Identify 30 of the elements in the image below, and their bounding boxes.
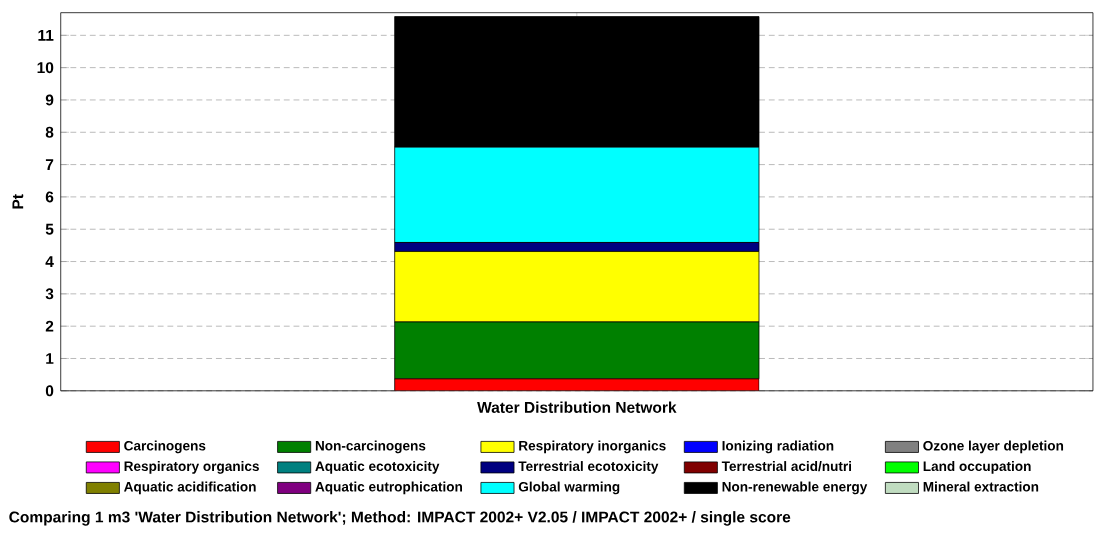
legend-label: Global warming: [518, 481, 620, 495]
y-tick-label: 9: [45, 94, 54, 106]
legend-label: Respiratory organics: [124, 461, 259, 474]
y-tick-label: 5: [45, 223, 54, 235]
text: Comparing 1 m3 'Water Distribution Network'; Method: IMPACT 2002+ V2.05 / IMPACT 2002+ / single score: [9, 511, 791, 526]
legend-label: Ozone layer depletion: [923, 440, 1064, 454]
y-tick-label: 7: [45, 159, 54, 171]
legend-label: Non-carcinogens: [315, 440, 426, 454]
x-tick-label: Water Distribution Network: [477, 401, 677, 414]
legend-label: Terrestrial ecotoxicity: [518, 461, 659, 474]
y-tick-label: 0: [45, 385, 54, 397]
legend-label: Aquatic ecotoxicity: [315, 461, 440, 474]
legend-label: Ionizing radiation: [722, 440, 834, 454]
y-tick-label: 11: [38, 30, 54, 41]
y-tick-label: 8: [45, 126, 54, 138]
y-tick-label: 2: [45, 320, 54, 332]
legend-label: Aquatic acidification: [124, 481, 256, 495]
y-tick-label: 3: [45, 288, 54, 300]
legend-label: Mineral extraction: [923, 481, 1039, 492]
y-axis-title: Pt: [12, 194, 24, 209]
y-tick-label: 10: [37, 62, 54, 74]
y-tick-label: 1: [46, 353, 54, 364]
y-tick-label: 6: [45, 191, 54, 203]
legend-label: Terrestrial acid/nutri: [721, 461, 851, 472]
y-tick-label: 4: [45, 256, 54, 267]
legend-label: Land occupation: [923, 461, 1031, 474]
legend-label: Respiratory inorganics: [519, 440, 666, 454]
legend-label: Aquatic eutrophication: [315, 481, 462, 495]
legend-label: Carcinogens: [124, 440, 206, 454]
legend-label: Non-renewable energy: [722, 481, 868, 495]
